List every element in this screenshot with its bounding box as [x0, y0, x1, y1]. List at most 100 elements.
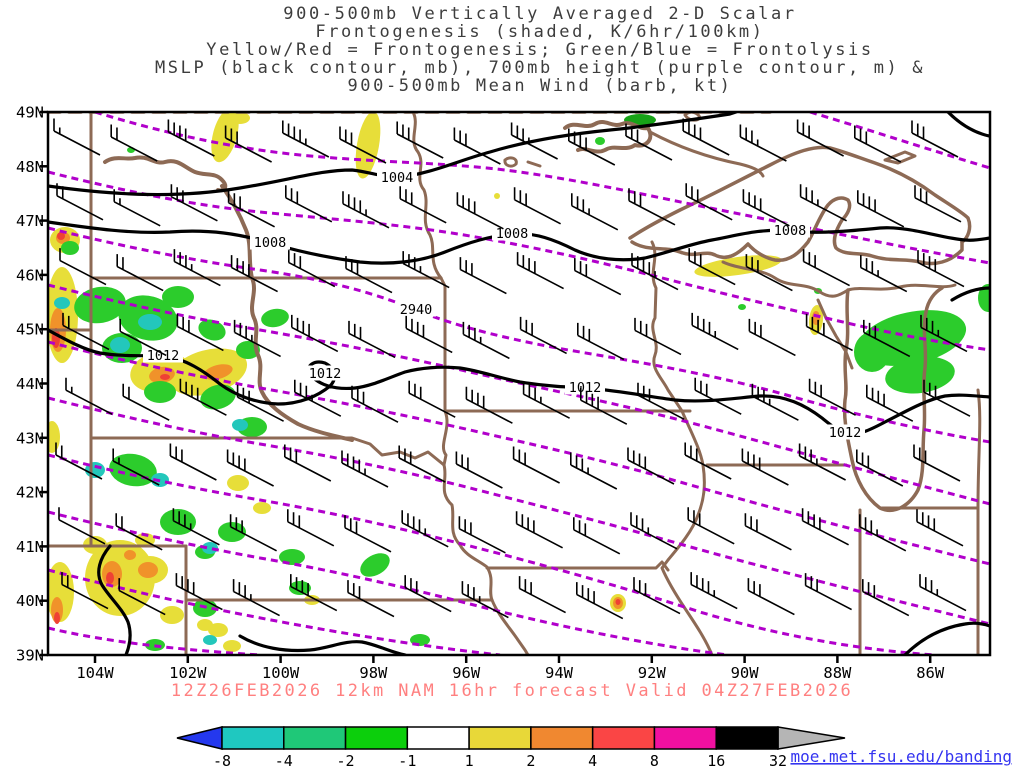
wind-barb	[290, 574, 338, 612]
wind-barb	[914, 185, 962, 223]
lon-label: 88W	[823, 664, 852, 682]
wind-barb	[176, 313, 224, 352]
wind-barb	[233, 319, 281, 358]
wind-barb	[232, 579, 280, 617]
wind-barb	[342, 191, 390, 229]
wind-barb	[402, 251, 450, 289]
state-borders-and-rivers	[48, 112, 982, 655]
wind-barb	[288, 250, 336, 288]
border-mn-sd	[439, 276, 447, 413]
wind-barb	[462, 321, 510, 360]
big-sioux-river	[441, 409, 449, 467]
wind-barb	[405, 315, 453, 354]
wind-barb	[634, 317, 682, 356]
wind-barb	[747, 578, 795, 616]
title-line-2: Frontogenesis (shaded, K/6hr/100km)	[315, 22, 764, 42]
wind-barb	[911, 120, 959, 158]
title-line-4: MSLP (black contour, mb), 700mb height (…	[155, 58, 925, 78]
wind-barb	[741, 448, 789, 486]
wind-barb	[227, 190, 275, 228]
colorbar-segment	[591, 726, 656, 750]
wind-barb	[694, 377, 742, 415]
colorbar-tick-label: -1	[398, 752, 416, 768]
wind-barb	[62, 312, 110, 351]
wind-barb	[224, 125, 272, 163]
colorbar-segment	[468, 726, 532, 750]
wind-barb	[175, 573, 223, 611]
wind-barb	[113, 189, 161, 227]
lat-label: 49N	[16, 104, 44, 122]
wind-barb	[284, 444, 332, 482]
wind-barb	[459, 257, 507, 295]
colorbar-segment	[715, 726, 779, 750]
colorbar-tick-label: 16	[707, 752, 725, 768]
contour-label: 2940	[400, 302, 433, 318]
contour-label: 1012	[309, 366, 342, 382]
title-line-5: 900-500mb Mean Wind (barb, kt)	[347, 76, 732, 96]
lat-label: 48N	[16, 158, 44, 176]
wind-barb	[637, 382, 685, 420]
wind-barb	[344, 515, 392, 553]
wind-barb	[226, 449, 274, 487]
mslp-sw-2	[238, 634, 407, 655]
colorbar-tick-label: 32	[769, 752, 787, 768]
wind-barb	[172, 508, 220, 546]
wind-barb	[805, 313, 853, 352]
wind-barb	[684, 442, 732, 480]
wind-barb	[294, 379, 342, 417]
wind-barb	[282, 120, 330, 158]
wind-barb	[801, 508, 849, 546]
wind-barb	[58, 507, 106, 545]
wind-barb	[453, 127, 501, 165]
axis-ticks	[40, 110, 932, 663]
banding-link[interactable]: moe.met.fsu.edu/banding	[790, 747, 1012, 766]
mslp-right-edge	[950, 286, 990, 302]
border-in-oh	[976, 388, 982, 655]
wind-barb	[118, 578, 166, 616]
devils-lake	[503, 156, 542, 168]
wind-barb	[512, 446, 560, 484]
wind-barb	[627, 447, 675, 485]
lon-label: 98W	[359, 664, 388, 682]
wind-barb	[796, 119, 844, 157]
wind-barb	[518, 576, 566, 614]
wind-barb	[116, 254, 164, 292]
wind-barb	[631, 253, 679, 291]
contour-label: 1012	[147, 348, 180, 364]
lat-label: 47N	[16, 212, 44, 230]
colorbar-segment	[406, 726, 470, 750]
wind-barb	[744, 513, 792, 551]
wind-barb	[687, 507, 735, 545]
wind-barb	[339, 126, 387, 164]
wind-barb	[112, 448, 160, 486]
red-river	[411, 112, 443, 280]
colorbar-segment	[344, 726, 409, 750]
wind-barb	[691, 312, 739, 351]
lon-label: 90W	[731, 664, 760, 682]
colorbar-left-arrow	[176, 726, 223, 750]
rainy-lakes-chain	[563, 120, 653, 154]
colorbar-segment	[653, 726, 717, 750]
wind-barb	[456, 192, 504, 230]
wind-barb	[404, 575, 452, 613]
wind-barb	[798, 443, 846, 481]
lon-label: 104W	[76, 664, 114, 682]
wind-barb	[739, 124, 787, 162]
wind-barb	[61, 572, 109, 610]
wind-barb	[347, 580, 395, 618]
wind-barb	[685, 183, 733, 221]
title-line-1: 900-500mb Vertically Averaged 2-D Scalar	[283, 4, 796, 24]
wind-barb	[856, 449, 904, 487]
wind-barb	[173, 249, 221, 287]
mslp-sw-1	[97, 544, 132, 655]
wind-barb	[866, 384, 914, 422]
green-bay	[816, 298, 854, 370]
lat-label: 40N	[16, 592, 44, 610]
longitude-axis-labels: 104W 102W 100W 98W 96W 94W 92W 90W 88W 86W	[76, 664, 945, 682]
contour-label: 1008	[496, 226, 529, 242]
colorbar-tick-label: 1	[465, 752, 474, 768]
lon-label: 102W	[169, 664, 207, 682]
wind-barb	[55, 442, 103, 480]
